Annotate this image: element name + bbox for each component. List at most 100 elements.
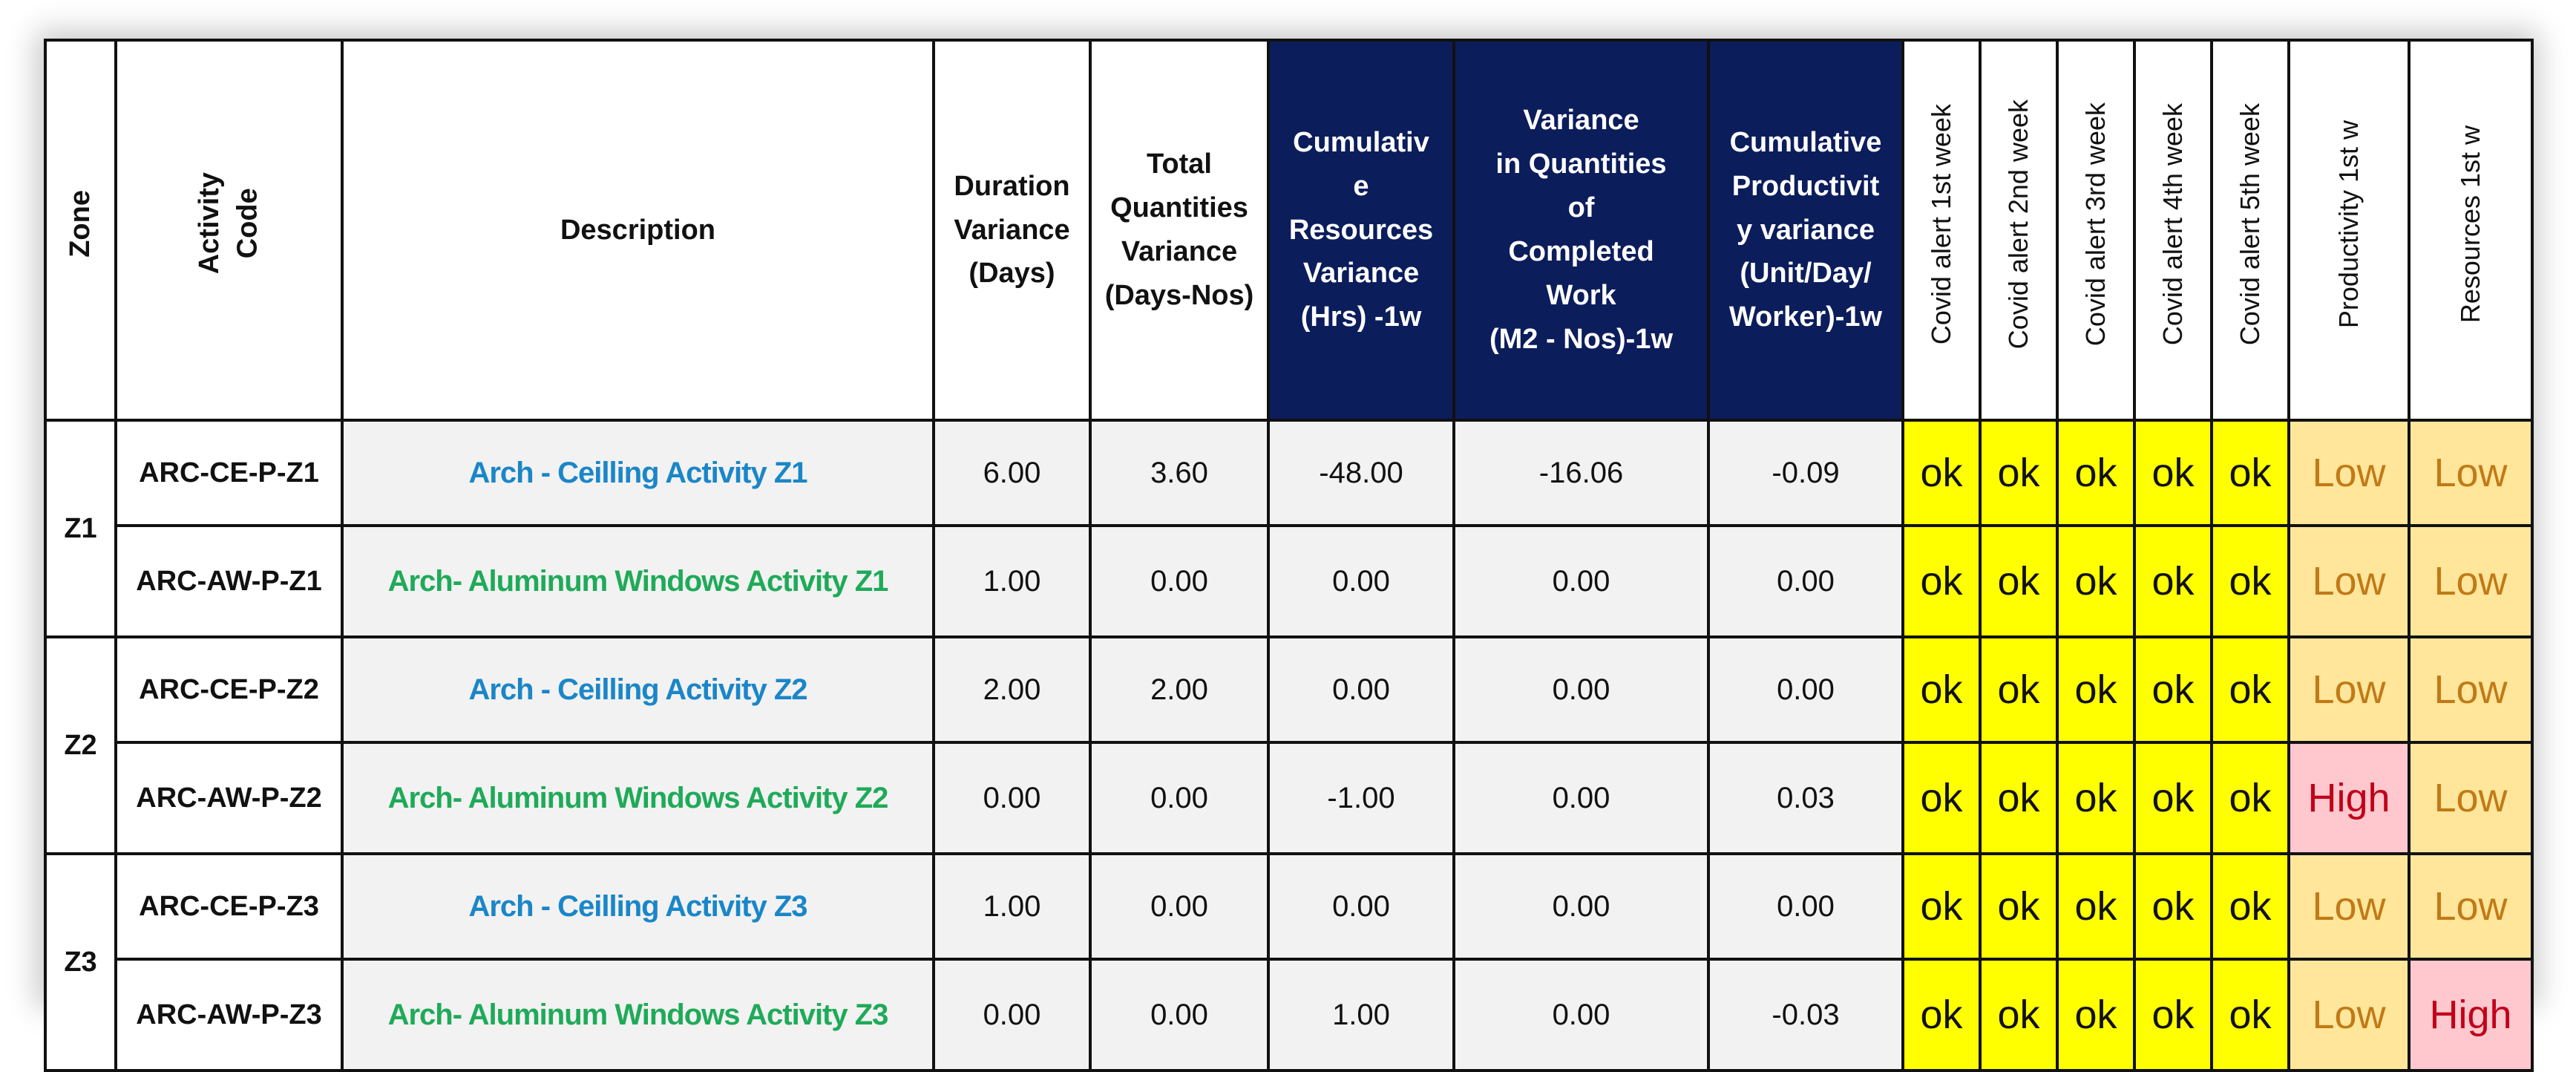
cumulative-productivity-variance-header: Cumulative Productivit y variance (Unit/Day… (1707, 39, 1904, 422)
total-quantities-variance-cell: 0.00 (1089, 741, 1270, 855)
total-quantities-variance-cell: 2.00 (1089, 635, 1270, 744)
activity-code-cell: ARC-CE-P-Z3 (114, 852, 344, 961)
covid-alert-cell: ok (1979, 419, 2059, 527)
covid-alert-cell: ok (1901, 741, 1982, 855)
activity-code-cell: ARC-CE-P-Z2 (114, 635, 344, 744)
covid-alert-cell: ok (2133, 958, 2213, 1072)
variance-quantities-cell: 0.00 (1452, 852, 1710, 961)
covid-alert-cell: ok (1979, 635, 2059, 744)
covid-alert-1-header: Covid alert 1st week (1901, 39, 1982, 422)
productivity-status-cell: High (2287, 741, 2411, 855)
productivity-status-cell: Low (2287, 635, 2411, 744)
covid-alert-cell: ok (1979, 958, 2059, 1072)
productivity-header: Productivity 1st w (2287, 39, 2411, 422)
duration-variance-cell: 2.00 (932, 635, 1092, 744)
covid-alert-3-header: Covid alert 3rd week (2056, 39, 2136, 422)
resources-status-cell: Low (2408, 741, 2534, 855)
description-cell: Arch - Ceilling Activity Z1 (341, 419, 935, 527)
activity-variance-table: Zone Activity Code Description Duration Va… (44, 39, 2534, 1072)
covid-alert-cell: ok (1901, 419, 1982, 527)
covid-alert-cell: ok (2210, 419, 2290, 527)
description-cell: Arch- Aluminum Windows Activity Z3 (341, 958, 935, 1072)
covid-alert-cell: ok (2133, 635, 2213, 744)
covid-alert-cell: ok (1901, 958, 1982, 1072)
total-quantities-variance-cell: 0.00 (1089, 852, 1270, 961)
covid-alert-4-header: Covid alert 4th week (2133, 39, 2213, 422)
table-row: Z1 ARC-CE-P-Z1 Arch - Ceilling Activity … (44, 419, 2534, 638)
zone-header: Zone (44, 39, 117, 422)
header-row: Zone Activity Code Description Duration Va… (44, 39, 2534, 422)
variance-quantities-header: Variance in Quantities of Completed Work (M2 … (1452, 39, 1710, 422)
cumulative-resources-variance-cell: -48.00 (1267, 419, 1455, 527)
covid-alert-cell: ok (2210, 958, 2290, 1072)
covid-alert-cell: ok (1901, 852, 1982, 961)
productivity-status-cell: Low (2287, 524, 2411, 638)
productivity-variance-cell: -0.03 (1707, 958, 1904, 1072)
covid-alert-cell: ok (2133, 419, 2213, 527)
activity-code-cell: ARC-AW-P-Z1 (114, 524, 344, 638)
covid-alert-cell: ok (2210, 524, 2290, 638)
zone-cell: Z1 (44, 419, 117, 638)
covid-alert-cell: ok (2210, 741, 2290, 855)
covid-alert-2-header: Covid alert 2nd week (1979, 39, 2059, 422)
cumulative-resources-variance-cell: -1.00 (1267, 741, 1455, 855)
covid-alert-5-header: Covid alert 5th week (2210, 39, 2290, 422)
duration-variance-cell: 0.00 (932, 958, 1092, 1072)
covid-alert-cell: ok (2056, 419, 2136, 527)
covid-alert-cell: ok (2210, 852, 2290, 961)
productivity-variance-cell: 0.00 (1707, 852, 1904, 961)
covid-alert-cell: ok (2056, 524, 2136, 638)
zone-cell: Z3 (44, 852, 117, 1072)
covid-alert-cell: ok (2056, 635, 2136, 744)
covid-alert-cell: ok (2133, 852, 2213, 961)
description-cell: Arch - Ceilling Activity Z3 (341, 852, 935, 961)
productivity-variance-cell: 0.00 (1707, 635, 1904, 744)
covid-alert-cell: ok (1901, 524, 1982, 638)
covid-alert-cell: ok (2133, 741, 2213, 855)
resources-status-cell: Low (2408, 419, 2534, 527)
variance-quantities-cell: 0.00 (1452, 741, 1710, 855)
cumulative-resources-variance-cell: 1.00 (1267, 958, 1455, 1072)
productivity-status-cell: Low (2287, 852, 2411, 961)
productivity-variance-cell: 0.00 (1707, 524, 1904, 638)
covid-alert-cell: ok (1979, 524, 2059, 638)
productivity-variance-cell: 0.03 (1707, 741, 1904, 855)
activity-code-cell: ARC-AW-P-Z3 (114, 958, 344, 1072)
description-cell: Arch - Ceilling Activity Z2 (341, 635, 935, 744)
duration-variance-cell: 0.00 (932, 741, 1092, 855)
covid-alert-cell: ok (2056, 741, 2136, 855)
description-cell: Arch- Aluminum Windows Activity Z2 (341, 741, 935, 855)
description-header: Description (341, 39, 935, 422)
variance-quantities-cell: 0.00 (1452, 958, 1710, 1072)
duration-variance-header: Duration Variance (Days) (932, 39, 1092, 422)
table-row: Z2 ARC-CE-P-Z2 Arch - Ceilling Activity … (44, 635, 2534, 855)
productivity-status-cell: Low (2287, 419, 2411, 527)
duration-variance-cell: 1.00 (932, 852, 1092, 961)
table-row: Z3 ARC-CE-P-Z3 Arch - Ceilling Activity … (44, 852, 2534, 1072)
covid-alert-cell: ok (2210, 635, 2290, 744)
resources-status-cell: Low (2408, 524, 2534, 638)
covid-alert-cell: ok (2133, 524, 2213, 638)
duration-variance-cell: 1.00 (932, 524, 1092, 638)
activity-variance-table-container: Zone Activity Code Description Duration Va… (44, 39, 2534, 1072)
covid-alert-cell: ok (2056, 958, 2136, 1072)
variance-quantities-cell: 0.00 (1452, 524, 1710, 638)
covid-alert-cell: ok (1979, 741, 2059, 855)
productivity-variance-cell: -0.09 (1707, 419, 1904, 527)
covid-alert-cell: ok (1901, 635, 1982, 744)
table-row: ARC-AW-P-Z2 Arch- Aluminum Windows Activ… (45, 741, 2534, 855)
duration-variance-cell: 6.00 (932, 419, 1092, 527)
table-row: ARC-AW-P-Z3 Arch- Aluminum Windows Activ… (45, 958, 2534, 1072)
description-cell: Arch- Aluminum Windows Activity Z1 (341, 524, 935, 638)
total-quantities-variance-cell: 3.60 (1089, 419, 1270, 527)
resources-status-cell: Low (2408, 635, 2534, 744)
resources-header: Resources 1st w (2408, 39, 2534, 422)
covid-alert-cell: ok (2056, 852, 2136, 961)
zone-cell: Z2 (44, 635, 117, 855)
variance-quantities-cell: -16.06 (1452, 419, 1710, 527)
resources-status-cell: High (2408, 958, 2534, 1072)
cumulative-resources-variance-cell: 0.00 (1267, 524, 1455, 638)
total-quantities-variance-cell: 0.00 (1089, 524, 1270, 638)
resources-status-cell: Low (2408, 852, 2534, 961)
variance-quantities-cell: 0.00 (1452, 635, 1710, 744)
